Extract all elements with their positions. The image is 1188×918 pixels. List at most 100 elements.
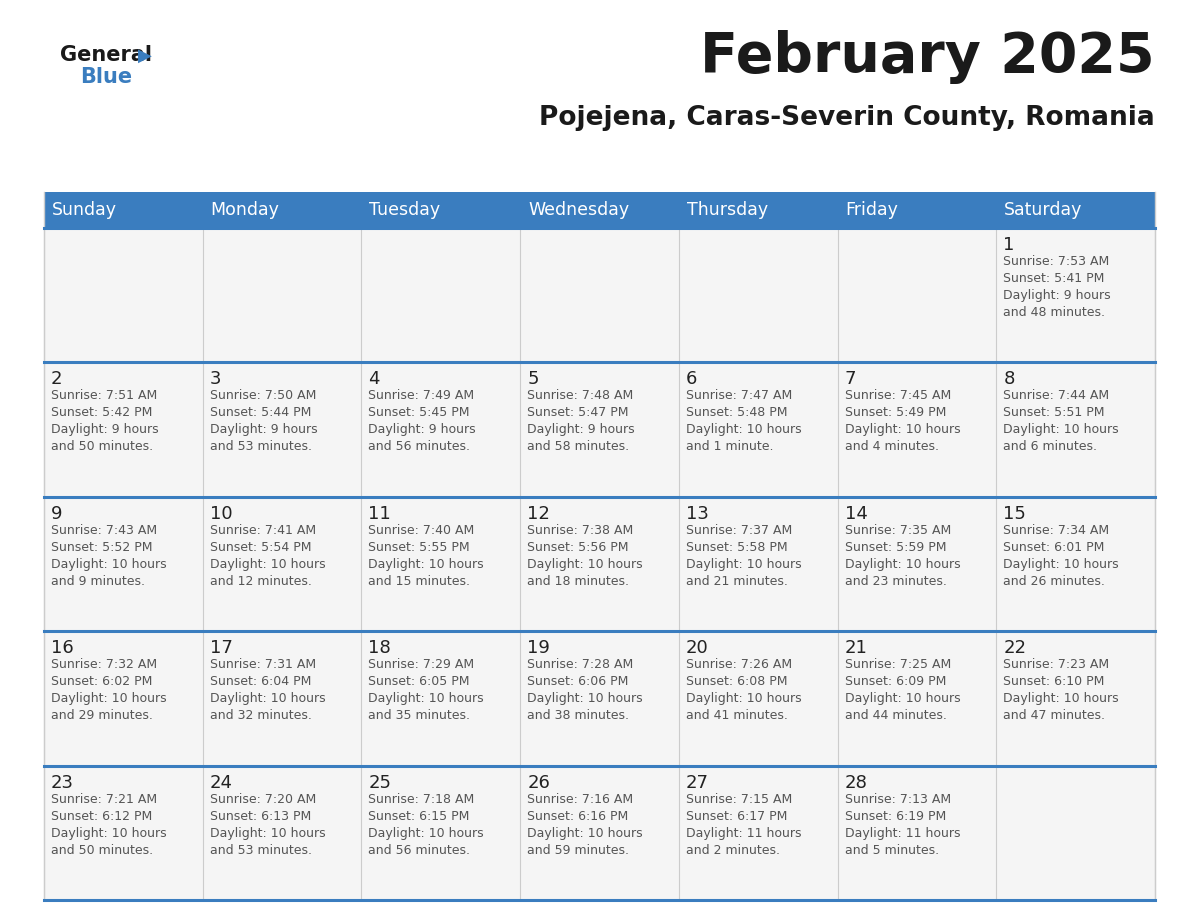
Text: Sunrise: 7:43 AM: Sunrise: 7:43 AM <box>51 524 157 537</box>
Text: and 53 minutes.: and 53 minutes. <box>210 844 311 856</box>
Text: Monday: Monday <box>210 201 279 219</box>
Text: Sunrise: 7:37 AM: Sunrise: 7:37 AM <box>685 524 792 537</box>
Text: Sunrise: 7:35 AM: Sunrise: 7:35 AM <box>845 524 950 537</box>
Text: 14: 14 <box>845 505 867 522</box>
Bar <box>44 192 203 228</box>
Bar <box>838 228 997 363</box>
Text: Sunday: Sunday <box>52 201 116 219</box>
Text: Sunrise: 7:53 AM: Sunrise: 7:53 AM <box>1004 255 1110 268</box>
Text: Sunset: 6:04 PM: Sunset: 6:04 PM <box>210 676 311 688</box>
Text: Daylight: 10 hours: Daylight: 10 hours <box>845 558 960 571</box>
Text: Daylight: 10 hours: Daylight: 10 hours <box>210 558 326 571</box>
Text: and 18 minutes.: and 18 minutes. <box>527 575 630 588</box>
Text: 17: 17 <box>210 639 233 657</box>
Text: and 58 minutes.: and 58 minutes. <box>527 441 630 453</box>
Text: Wednesday: Wednesday <box>529 201 630 219</box>
Bar <box>520 192 678 228</box>
Text: Sunrise: 7:25 AM: Sunrise: 7:25 AM <box>845 658 950 671</box>
Text: Sunset: 6:12 PM: Sunset: 6:12 PM <box>51 810 152 823</box>
Text: Sunset: 5:55 PM: Sunset: 5:55 PM <box>368 541 470 554</box>
Bar <box>997 497 1155 632</box>
Text: Daylight: 9 hours: Daylight: 9 hours <box>210 423 317 436</box>
Bar <box>838 766 997 900</box>
Bar <box>678 192 838 228</box>
Text: Daylight: 9 hours: Daylight: 9 hours <box>527 423 634 436</box>
Text: 20: 20 <box>685 639 708 657</box>
Bar <box>44 497 203 632</box>
Text: Daylight: 10 hours: Daylight: 10 hours <box>1004 423 1119 436</box>
Text: Sunrise: 7:38 AM: Sunrise: 7:38 AM <box>527 524 633 537</box>
Text: Sunrise: 7:45 AM: Sunrise: 7:45 AM <box>845 389 950 402</box>
Bar <box>997 766 1155 900</box>
Bar <box>203 192 361 228</box>
Text: 8: 8 <box>1004 370 1015 388</box>
Text: Daylight: 10 hours: Daylight: 10 hours <box>845 423 960 436</box>
Text: 4: 4 <box>368 370 380 388</box>
Text: Daylight: 10 hours: Daylight: 10 hours <box>1004 692 1119 705</box>
Text: 5: 5 <box>527 370 538 388</box>
Text: and 5 minutes.: and 5 minutes. <box>845 844 939 856</box>
Text: Sunset: 5:54 PM: Sunset: 5:54 PM <box>210 541 311 554</box>
Bar <box>678 632 838 766</box>
Text: and 56 minutes.: and 56 minutes. <box>368 844 470 856</box>
Text: Daylight: 10 hours: Daylight: 10 hours <box>845 692 960 705</box>
Bar <box>678 497 838 632</box>
Text: Sunrise: 7:34 AM: Sunrise: 7:34 AM <box>1004 524 1110 537</box>
Text: Sunset: 6:02 PM: Sunset: 6:02 PM <box>51 676 152 688</box>
Text: Tuesday: Tuesday <box>369 201 441 219</box>
Bar <box>520 363 678 497</box>
Bar <box>997 363 1155 497</box>
Text: Sunrise: 7:32 AM: Sunrise: 7:32 AM <box>51 658 157 671</box>
Text: Sunset: 5:42 PM: Sunset: 5:42 PM <box>51 407 152 420</box>
Text: and 47 minutes.: and 47 minutes. <box>1004 710 1105 722</box>
Bar <box>44 228 203 363</box>
Text: Daylight: 10 hours: Daylight: 10 hours <box>210 692 326 705</box>
Text: Daylight: 9 hours: Daylight: 9 hours <box>1004 289 1111 302</box>
Bar <box>997 632 1155 766</box>
Text: 10: 10 <box>210 505 233 522</box>
Text: General: General <box>61 45 152 65</box>
Text: Daylight: 10 hours: Daylight: 10 hours <box>368 558 484 571</box>
Text: and 1 minute.: and 1 minute. <box>685 441 773 453</box>
Text: Sunset: 6:17 PM: Sunset: 6:17 PM <box>685 810 788 823</box>
Text: and 32 minutes.: and 32 minutes. <box>210 710 311 722</box>
Text: Sunrise: 7:44 AM: Sunrise: 7:44 AM <box>1004 389 1110 402</box>
Bar <box>678 766 838 900</box>
Bar <box>361 632 520 766</box>
Text: Sunrise: 7:28 AM: Sunrise: 7:28 AM <box>527 658 633 671</box>
Bar <box>838 497 997 632</box>
Text: Sunset: 5:45 PM: Sunset: 5:45 PM <box>368 407 470 420</box>
Text: 27: 27 <box>685 774 709 791</box>
Text: Sunset: 6:09 PM: Sunset: 6:09 PM <box>845 676 946 688</box>
Text: and 53 minutes.: and 53 minutes. <box>210 441 311 453</box>
Text: Sunset: 5:47 PM: Sunset: 5:47 PM <box>527 407 628 420</box>
Text: Daylight: 9 hours: Daylight: 9 hours <box>51 423 159 436</box>
Text: Sunrise: 7:21 AM: Sunrise: 7:21 AM <box>51 792 157 806</box>
Text: 9: 9 <box>51 505 63 522</box>
Text: 16: 16 <box>51 639 74 657</box>
Text: 13: 13 <box>685 505 709 522</box>
Text: Blue: Blue <box>80 67 132 87</box>
Text: and 48 minutes.: and 48 minutes. <box>1004 306 1105 319</box>
Text: Sunset: 6:01 PM: Sunset: 6:01 PM <box>1004 541 1105 554</box>
Bar <box>838 192 997 228</box>
Bar <box>997 228 1155 363</box>
Text: Daylight: 10 hours: Daylight: 10 hours <box>51 692 166 705</box>
Text: ▶: ▶ <box>138 47 152 65</box>
Text: Sunset: 6:05 PM: Sunset: 6:05 PM <box>368 676 470 688</box>
Text: and 35 minutes.: and 35 minutes. <box>368 710 470 722</box>
Bar <box>44 632 203 766</box>
Text: Sunrise: 7:48 AM: Sunrise: 7:48 AM <box>527 389 633 402</box>
Text: and 29 minutes.: and 29 minutes. <box>51 710 153 722</box>
Text: Saturday: Saturday <box>1004 201 1082 219</box>
Bar <box>203 632 361 766</box>
Text: Sunset: 6:13 PM: Sunset: 6:13 PM <box>210 810 311 823</box>
Text: and 44 minutes.: and 44 minutes. <box>845 710 947 722</box>
Text: Daylight: 10 hours: Daylight: 10 hours <box>51 826 166 840</box>
Text: 3: 3 <box>210 370 221 388</box>
Text: Sunset: 6:10 PM: Sunset: 6:10 PM <box>1004 676 1105 688</box>
Text: Sunrise: 7:29 AM: Sunrise: 7:29 AM <box>368 658 474 671</box>
Text: Sunrise: 7:16 AM: Sunrise: 7:16 AM <box>527 792 633 806</box>
Bar <box>838 363 997 497</box>
Bar <box>203 228 361 363</box>
